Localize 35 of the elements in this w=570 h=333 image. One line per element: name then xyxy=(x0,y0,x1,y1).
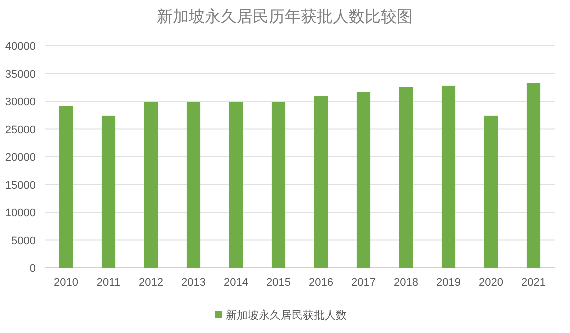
bar xyxy=(102,116,116,268)
x-tick-label: 2010 xyxy=(54,277,78,289)
bar xyxy=(314,96,328,268)
x-tick-label: 2013 xyxy=(182,277,206,289)
bar xyxy=(526,83,541,268)
y-tick-label: 40000 xyxy=(5,41,36,53)
y-tick-label: 35000 xyxy=(5,68,36,81)
x-tick-label: 2011 xyxy=(96,277,121,289)
y-tick-label: 5000 xyxy=(12,235,36,248)
y-tick-label: 15000 xyxy=(5,180,36,192)
x-tick-label: 2012 xyxy=(139,277,164,289)
bar xyxy=(484,116,498,268)
bar xyxy=(229,102,244,268)
bar xyxy=(442,86,456,268)
x-tick-label: 2021 xyxy=(522,277,546,289)
x-tick-label: 2019 xyxy=(436,277,461,289)
y-tick-label: 10000 xyxy=(5,208,36,220)
chart-title: 新加坡永久居民历年获批人数比较图 xyxy=(157,8,413,26)
bar xyxy=(144,102,158,268)
x-tick-label: 2014 xyxy=(224,277,248,289)
bar xyxy=(186,102,201,268)
bar xyxy=(356,92,371,268)
bar xyxy=(59,106,74,268)
bar xyxy=(399,87,414,268)
y-tick-label: 20000 xyxy=(5,152,36,164)
x-tick-label: 2017 xyxy=(352,277,376,289)
y-tick-label: 0 xyxy=(30,263,36,275)
x-tick-label: 2016 xyxy=(309,277,334,289)
legend-label: 新加坡永久居民获批人数 xyxy=(226,309,347,322)
y-tick-label: 25000 xyxy=(5,124,36,136)
y-tick-label: 30000 xyxy=(5,96,36,108)
x-tick-label: 2018 xyxy=(394,277,418,289)
x-tick-label: 2020 xyxy=(479,277,504,289)
x-tick-label: 2015 xyxy=(266,277,291,289)
bar xyxy=(272,102,286,268)
